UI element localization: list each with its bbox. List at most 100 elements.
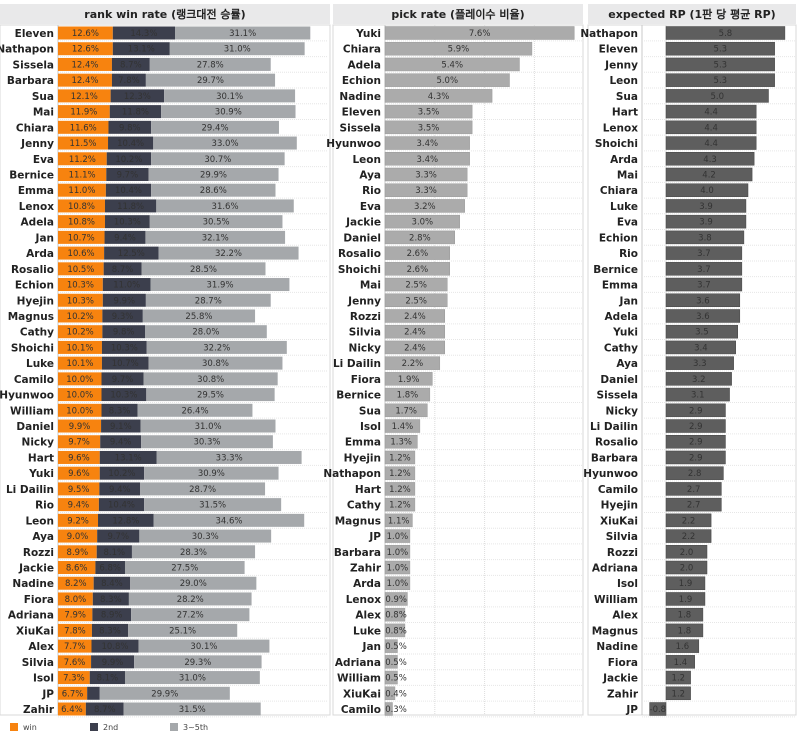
category-label: William — [594, 594, 638, 606]
category-label: Jackie — [602, 673, 638, 685]
category-label: Mai — [33, 107, 54, 119]
bar-win — [58, 671, 90, 685]
data-label: 1.2% — [389, 501, 411, 511]
bar-35th — [124, 561, 245, 575]
bar — [384, 104, 473, 119]
data-label: 3.7 — [697, 249, 711, 259]
bar — [665, 183, 749, 197]
data-label: 11.8% — [122, 108, 149, 118]
bar-35th — [158, 246, 299, 260]
bar-win — [58, 183, 106, 197]
bar — [384, 513, 413, 528]
data-label: 10.2% — [67, 328, 94, 338]
data-label: 4.4 — [704, 139, 718, 149]
bar — [384, 293, 448, 308]
bar-35th — [131, 608, 250, 622]
bar — [384, 340, 446, 355]
bar-2nd — [104, 215, 150, 229]
data-label: 12.1% — [71, 92, 98, 102]
category-label: Rozzi — [607, 547, 638, 559]
category-label: Adriana — [592, 563, 638, 575]
data-label: 8.7% — [112, 265, 134, 275]
bar-2nd — [100, 435, 142, 449]
bar — [665, 214, 747, 229]
category-label: Rio — [362, 185, 381, 197]
bar-win — [58, 105, 110, 119]
bar — [384, 277, 448, 292]
data-label: 0.8% — [385, 626, 407, 636]
bar — [665, 89, 769, 103]
bar-35th — [131, 545, 256, 559]
bar-2nd — [85, 702, 124, 716]
category-label: Zahir — [350, 563, 382, 575]
bar-win — [58, 278, 103, 292]
data-label: 8.3% — [100, 595, 122, 605]
data-label: 2.4% — [404, 343, 426, 353]
bar-35th — [140, 482, 266, 496]
data-label: 6.8% — [99, 564, 121, 574]
data-label: 1.0% — [387, 532, 409, 542]
bar — [665, 545, 708, 559]
bar-2nd — [103, 262, 142, 276]
legend-swatch — [90, 723, 98, 731]
data-label: 9.5% — [68, 485, 90, 495]
data-label: 3.3% — [415, 170, 437, 180]
category-label: Emma — [602, 280, 638, 292]
data-label: 28.7% — [189, 485, 216, 495]
bar — [384, 152, 470, 166]
bar — [665, 104, 757, 119]
data-label: 2.2% — [402, 359, 424, 369]
data-label: 1.2% — [389, 485, 411, 495]
bar-win — [58, 356, 102, 370]
bar-2nd — [95, 561, 125, 575]
category-label: Aya — [32, 531, 54, 543]
category-label: Li Dailin — [6, 484, 54, 496]
data-label: 8.1% — [104, 548, 126, 558]
data-label: 9.7% — [112, 375, 134, 385]
category-label: Bernice — [593, 264, 638, 276]
data-label: 11.9% — [70, 108, 97, 118]
data-label: 8.1% — [97, 674, 119, 684]
bar — [665, 167, 753, 182]
bar-2nd — [109, 105, 162, 119]
bar — [384, 482, 416, 496]
bar-35th — [139, 529, 272, 543]
bar-2nd — [111, 57, 150, 71]
bar-win — [58, 608, 93, 622]
data-label: 29.9% — [200, 170, 227, 180]
data-label: 8.4% — [101, 579, 123, 589]
data-label: 7.6% — [469, 29, 491, 39]
data-label: 8.6% — [66, 564, 88, 574]
bar-35th — [128, 623, 238, 637]
category-label: Rozzi — [23, 547, 54, 559]
bar-2nd — [104, 246, 159, 260]
category-label: Mai — [617, 169, 638, 181]
data-label: 12.3% — [124, 92, 151, 102]
data-label: 1.9 — [679, 579, 693, 589]
legend-label: win — [23, 723, 37, 732]
data-label: 9.6% — [68, 469, 90, 479]
bar-win — [58, 262, 104, 276]
category-label: Jan — [35, 232, 54, 244]
bar-2nd — [99, 450, 157, 464]
data-label: 10.3% — [67, 281, 94, 291]
category-label: Fiora — [24, 594, 54, 606]
category-label: Rozzi — [350, 311, 381, 323]
data-label: 5.8 — [719, 29, 733, 39]
bar-2nd — [112, 42, 170, 56]
data-label: 28.0% — [192, 328, 219, 338]
data-label: 7.8% — [118, 76, 140, 86]
data-label: 0.8% — [385, 611, 407, 621]
bar — [384, 26, 575, 40]
data-label: 8.9% — [67, 548, 89, 558]
data-label: 10.3% — [110, 391, 137, 401]
bar — [384, 167, 468, 182]
bar-35th — [156, 450, 302, 464]
category-label: Silvia — [606, 531, 638, 543]
category-label: Nicky — [22, 437, 55, 449]
bar — [384, 592, 408, 606]
bar-35th — [145, 73, 276, 87]
data-label: 11.0% — [113, 281, 140, 291]
data-label: 1.0% — [387, 548, 409, 558]
data-label: 8.9% — [101, 611, 123, 621]
